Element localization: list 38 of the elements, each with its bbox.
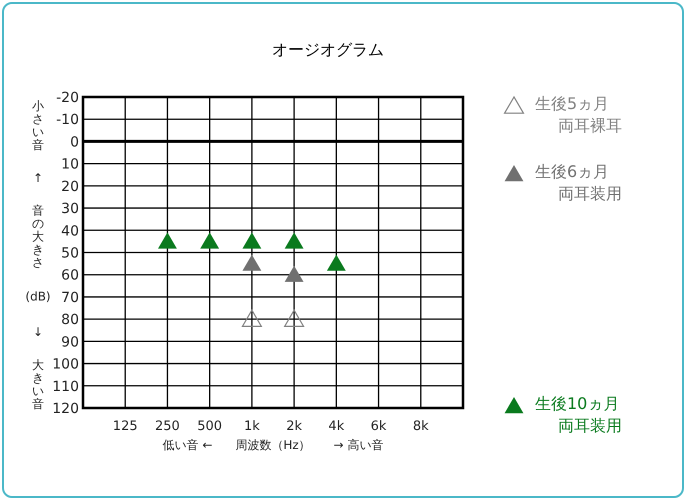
point xyxy=(158,232,177,249)
y-tick-label: -10 xyxy=(56,112,79,128)
y-tick-label: 20 xyxy=(61,178,79,195)
x-tick-label: 500 xyxy=(197,419,222,434)
y-tick-label: 60 xyxy=(61,268,79,284)
point xyxy=(284,310,304,327)
y-tick-label: 30 xyxy=(61,201,79,218)
legend-label: 生後6ヵ月両耳装用 xyxy=(535,161,622,205)
x-tick-label: 4k xyxy=(328,419,345,434)
point xyxy=(242,254,262,271)
chart-title: オージオグラム xyxy=(272,40,384,59)
y-tick-label: 120 xyxy=(52,401,79,417)
y-tick-label: 10 xyxy=(61,156,79,173)
legend-label: 生後5ヵ月両耳裸耳 xyxy=(535,93,622,137)
x-tick-label: 250 xyxy=(155,419,180,434)
x-tick-label: 125 xyxy=(112,419,138,434)
y-tick-label: 0 xyxy=(70,134,79,150)
y-tick-label: -20 xyxy=(56,90,79,106)
y-tick-label: 70 xyxy=(61,290,79,306)
text: 小さい音 ↑ 音の大きさ (dB) ↓ 大きい音 xyxy=(25,99,51,411)
x-tick-label: 2k xyxy=(286,419,302,434)
point xyxy=(326,254,346,271)
x-tick-label: 6k xyxy=(370,419,387,434)
y-tick-label: 90 xyxy=(61,334,79,350)
point xyxy=(242,232,262,249)
x-axis-title: 低い音 ← 周波数（Hz） → 高い音 xyxy=(162,438,384,452)
y-tick-label: 100 xyxy=(52,356,79,373)
y-tick-label: 80 xyxy=(61,312,79,328)
legend-label: 生後10ヵ月両耳装用 xyxy=(535,393,622,437)
y-tick-label: 110 xyxy=(52,378,79,395)
x-tick-label: 1k xyxy=(244,419,260,434)
x-tick-label: 8k xyxy=(412,419,430,434)
point xyxy=(200,232,220,249)
point xyxy=(284,232,304,249)
point xyxy=(242,310,262,327)
point xyxy=(284,266,304,282)
y-tick-label: 40 xyxy=(61,223,79,240)
y-tick-label: 50 xyxy=(61,246,79,262)
